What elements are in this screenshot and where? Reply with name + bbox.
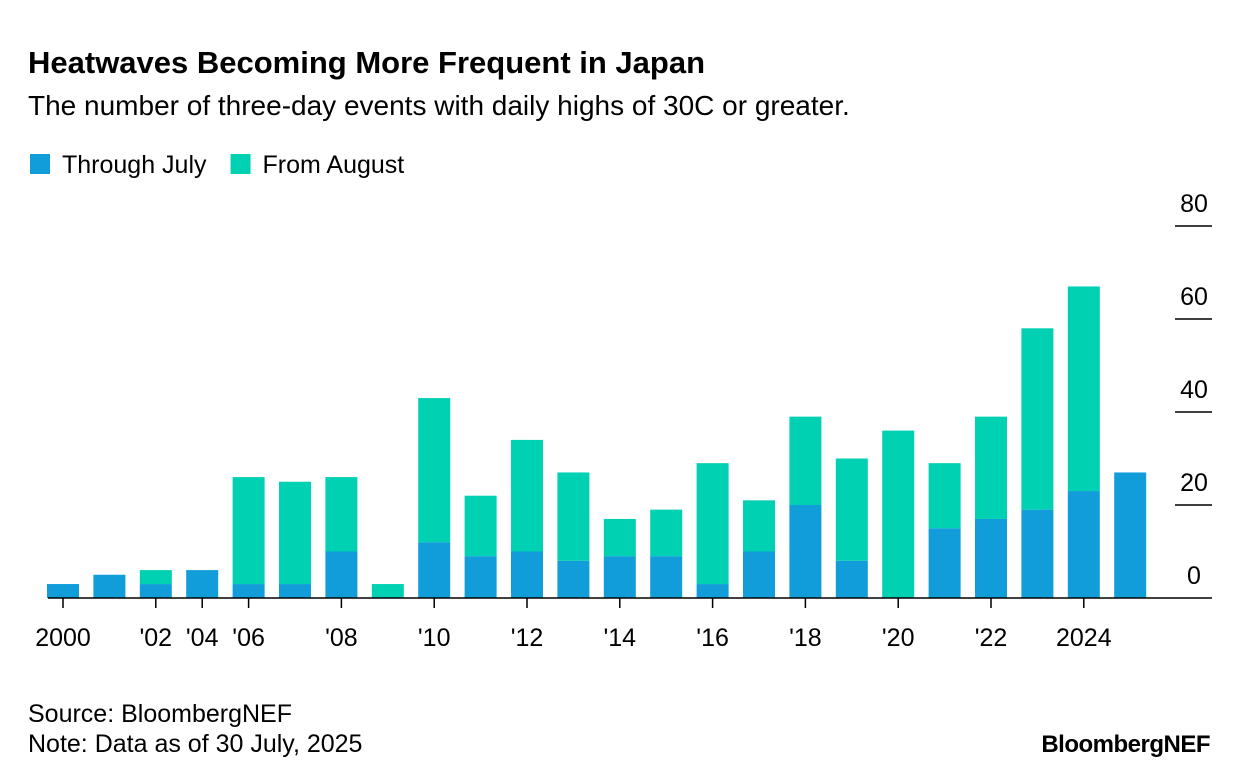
bar-segment	[1067, 286, 1100, 492]
bar-segment	[464, 556, 497, 598]
y-tick-label: 60	[1180, 283, 1208, 311]
y-tick-label: 80	[1180, 190, 1208, 218]
bar-segment	[928, 528, 961, 598]
bar-segment	[325, 551, 358, 598]
bar-segment	[232, 584, 265, 598]
bar-segment	[743, 500, 775, 552]
bar-segment	[557, 560, 590, 598]
bar-segment	[511, 551, 543, 598]
x-tick-label: '16	[696, 624, 729, 652]
bar-segment	[928, 463, 961, 529]
bar-segment	[186, 570, 219, 598]
bar-segment	[975, 518, 1007, 598]
bar-segment	[418, 398, 451, 543]
bar-segment	[650, 509, 683, 557]
bar-segment	[603, 556, 636, 598]
x-tick-label: '20	[882, 624, 915, 652]
source: Source: BloombergNEF	[28, 700, 292, 728]
bar-segment	[696, 584, 729, 598]
legend-swatch	[30, 154, 50, 174]
bar-segment	[371, 584, 404, 598]
bar-segment	[743, 551, 775, 598]
bar-segment	[603, 518, 636, 557]
y-tick-label: 20	[1180, 469, 1208, 497]
bar-segment	[835, 560, 868, 598]
x-tick-label: '06	[232, 624, 265, 652]
bar-segment	[47, 584, 79, 598]
x-tick-label: '14	[604, 624, 637, 652]
bar-segment	[835, 458, 868, 561]
x-tick-label: '10	[418, 624, 451, 652]
bar-segment	[139, 570, 172, 585]
y-tick-label: 40	[1180, 376, 1208, 404]
y-tick-label: 0	[1187, 562, 1201, 590]
bar-segment	[139, 584, 172, 598]
legend-label: Through July	[62, 151, 207, 179]
bar-segment	[279, 481, 311, 585]
bar-segment	[93, 574, 126, 598]
chart-subtitle: The number of three-day events with dail…	[28, 90, 850, 121]
bar-segment	[464, 495, 497, 557]
x-tick-label: '22	[975, 624, 1008, 652]
x-tick-label: '18	[789, 624, 822, 652]
legend-label: From August	[263, 151, 405, 179]
x-tick-label: '08	[325, 624, 358, 652]
bar-segment	[650, 556, 683, 598]
chart-title: Heatwaves Becoming More Frequent in Japa…	[28, 45, 705, 80]
bar-segment	[789, 505, 822, 598]
x-tick-label: '04	[186, 624, 219, 652]
bar-segment	[557, 472, 590, 561]
bar-segment	[1021, 328, 1054, 510]
x-tick-label: 2024	[1056, 624, 1112, 652]
bar-segment	[696, 463, 729, 585]
bar-segment	[511, 439, 543, 552]
note: Note: Data as of 30 July, 2025	[28, 730, 362, 758]
bar-segment	[975, 416, 1007, 519]
bar-segment	[1021, 509, 1054, 598]
brand: BloombergNEF	[1041, 731, 1210, 758]
bar-segment	[325, 477, 358, 552]
bar-segment	[882, 430, 915, 598]
x-tick-label: '02	[140, 624, 173, 652]
bar-segment	[1114, 472, 1147, 598]
bar-segment	[279, 584, 311, 598]
x-tick-label: 2000	[35, 624, 91, 652]
bar-segment	[789, 416, 822, 505]
bar-segment	[1067, 491, 1100, 598]
bar-segment	[232, 477, 265, 585]
x-tick-label: '12	[511, 624, 544, 652]
legend-swatch	[230, 154, 251, 174]
bar-segment	[418, 542, 451, 598]
